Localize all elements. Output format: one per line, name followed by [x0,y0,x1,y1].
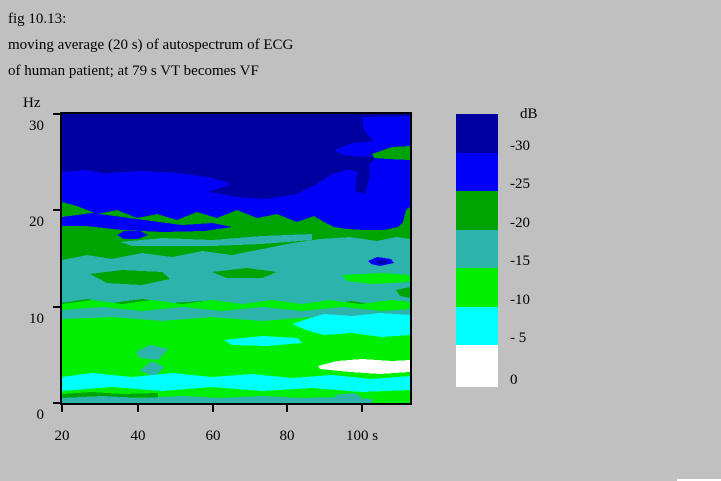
legend-value-label: -10 [510,292,530,308]
contour-region-teal [140,361,164,377]
legend-value-label: - 5 [510,330,527,346]
contour-region-lime [342,273,410,284]
contour-svg [62,114,410,403]
contour-region-teal [120,234,312,246]
legend-value-label: 0 [510,372,518,388]
y-tick-mark [53,402,62,404]
x-tick-label: 20 [54,428,70,444]
legend-color-block [456,153,498,191]
y-tick-mark [53,113,62,115]
y-axis-unit-label: Hz [23,95,41,111]
contour-region-blue [117,231,148,239]
legend-color-block [456,114,498,153]
y-tick-mark [53,306,62,308]
legend-color-block [456,345,498,387]
contour-region-navy [376,260,388,264]
x-tick-label: 80 [279,428,295,444]
contour-region-white [318,359,410,374]
y-tick-label: 30 [29,118,44,134]
caption-line-1: fig 10.13: [8,11,67,27]
screen-edge-artifact [677,479,721,481]
x-tick-label: 60 [205,428,221,444]
contour-region-green [212,268,277,278]
plot-area [60,112,412,405]
x-tick-mark [137,404,139,412]
contour-region-cyan [292,313,410,337]
x-tick-mark [361,404,363,412]
legend-color-block [456,268,498,307]
legend-color-block [456,307,498,345]
legend-color-block [456,191,498,230]
legend-color-block [456,230,498,268]
y-tick-label: 20 [29,214,44,230]
contour-region-blue [62,213,232,232]
legend-value-label: -30 [510,138,530,154]
contour-region-teal [136,345,168,360]
contour-region-blue [362,116,410,144]
x-tick-mark [286,404,288,412]
caption-line-2: moving average (20 s) of autospectrum of… [8,37,294,53]
caption-line-3: of human patient; at 79 s VT becomes VF [8,63,259,79]
contour-region-teal [62,396,372,403]
contour-region-teal [334,393,362,400]
legend-value-label: -25 [510,176,530,192]
y-tick-mark [53,209,62,211]
x-tick-label: 40 [130,428,146,444]
contour-region-blue [86,171,232,194]
x-tick-mark [212,404,214,412]
y-tick-label: 10 [29,311,44,327]
x-tick-label: 100 s [345,428,379,444]
contour-region-cyan [224,336,302,346]
x-tick-mark [61,404,63,412]
contour-region-green [372,146,410,160]
legend-value-label: -20 [510,215,530,231]
contour-region-green [396,287,410,298]
legend-title: dB [520,106,538,122]
contour-region-navy [355,156,370,194]
figure-caption: fig 10.13: moving average (20 s) of auto… [8,6,293,84]
y-tick-label: 0 [36,407,45,423]
contour-region-green [90,270,170,285]
contour-region-cyan [62,373,410,392]
legend-value-label: -15 [510,253,530,269]
